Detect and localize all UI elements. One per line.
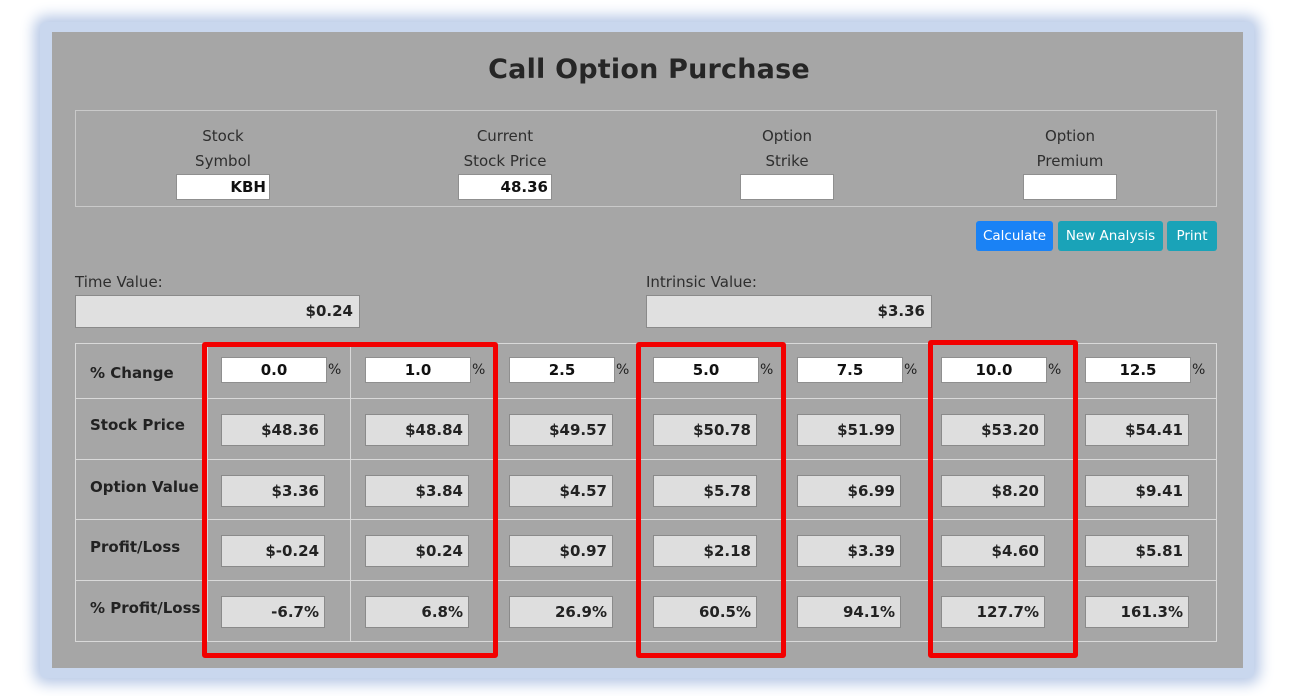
option-value-cell: $3.36 [221, 475, 325, 507]
row-label-change: % Change [90, 364, 174, 382]
pct-profit-loss-cell: 6.8% [365, 596, 469, 628]
option-strike-field: Option Strike [707, 124, 867, 200]
row-label-option-value: Option Value [90, 478, 199, 496]
profit-loss-cell: $4.60 [941, 535, 1045, 567]
current-price-label-1: Current [476, 127, 534, 145]
stock-price-cell: $53.20 [941, 414, 1045, 446]
percent-sign: % [472, 362, 486, 378]
highlight-box [202, 342, 498, 658]
pct-change-input[interactable] [509, 357, 615, 383]
pct-profit-loss-cell: 94.1% [797, 596, 901, 628]
pct-change-input[interactable] [1085, 357, 1191, 383]
option-value-cell: $5.78 [653, 475, 757, 507]
new-analysis-button[interactable]: New Analysis [1058, 221, 1163, 251]
table-column-divider [207, 343, 208, 642]
stock-price-cell: $48.36 [221, 414, 325, 446]
pct-change-input[interactable] [653, 357, 759, 383]
intrinsic-value-field: $3.36 [646, 295, 932, 328]
pct-profit-loss-cell: 60.5% [653, 596, 757, 628]
highlight-box [636, 342, 786, 658]
profit-loss-cell: $3.39 [797, 535, 901, 567]
inputs-group [75, 110, 1217, 207]
percent-sign: % [760, 362, 774, 378]
stock-symbol-field: Stock Symbol [143, 124, 303, 200]
stock-price-cell: $51.99 [797, 414, 901, 446]
option-premium-input[interactable] [1023, 174, 1117, 200]
row-label-pct-profit-loss: % Profit/Loss [90, 599, 201, 617]
table-column-divider [350, 343, 351, 642]
profit-loss-cell: $0.24 [365, 535, 469, 567]
option-strike-input[interactable] [740, 174, 834, 200]
profit-loss-cell: $-0.24 [221, 535, 325, 567]
stock-price-cell: $49.57 [509, 414, 613, 446]
stock-price-cell: $54.41 [1085, 414, 1189, 446]
option-value-cell: $4.57 [509, 475, 613, 507]
table-divider [75, 580, 1217, 581]
percent-sign: % [616, 362, 630, 378]
table-divider [75, 398, 1217, 399]
current-price-label-2: Stock Price [463, 152, 547, 170]
percent-sign: % [904, 362, 918, 378]
option-premium-field: Option Premium [990, 124, 1150, 200]
current-price-input[interactable] [458, 174, 552, 200]
time-value-label: Time Value: [75, 273, 163, 291]
print-button[interactable]: Print [1167, 221, 1217, 251]
pct-change-input[interactable] [797, 357, 903, 383]
stock-symbol-input[interactable] [176, 174, 270, 200]
pct-change-input[interactable] [941, 357, 1047, 383]
page-title: Call Option Purchase [488, 54, 810, 85]
pct-profit-loss-cell: 26.9% [509, 596, 613, 628]
percent-sign: % [1048, 362, 1062, 378]
stock-price-cell: $48.84 [365, 414, 469, 446]
pct-profit-loss-cell: -6.7% [221, 596, 325, 628]
profit-loss-cell: $0.97 [509, 535, 613, 567]
row-label-profit-loss: Profit/Loss [90, 538, 181, 556]
option-value-cell: $3.84 [365, 475, 469, 507]
option-premium-label-2: Premium [1036, 152, 1104, 170]
pct-profit-loss-cell: 127.7% [941, 596, 1045, 628]
highlight-box [928, 340, 1078, 658]
stock-symbol-label-2: Symbol [195, 152, 251, 170]
time-value-field: $0.24 [75, 295, 360, 328]
option-strike-label-1: Option [761, 127, 813, 145]
intrinsic-value-label: Intrinsic Value: [646, 273, 757, 291]
profit-loss-cell: $5.81 [1085, 535, 1189, 567]
option-value-cell: $6.99 [797, 475, 901, 507]
option-value-cell: $8.20 [941, 475, 1045, 507]
percent-sign: % [328, 362, 342, 378]
stock-price-cell: $50.78 [653, 414, 757, 446]
pct-change-input[interactable] [221, 357, 327, 383]
table-divider [75, 519, 1217, 520]
stock-symbol-label-1: Stock [202, 127, 244, 145]
option-premium-label-1: Option [1044, 127, 1096, 145]
table-divider [75, 459, 1217, 460]
option-strike-label-2: Strike [765, 152, 809, 170]
row-label-stock-price: Stock Price [90, 416, 185, 434]
profit-loss-cell: $2.18 [653, 535, 757, 567]
percent-sign: % [1192, 362, 1206, 378]
current-price-field: Current Stock Price [425, 124, 585, 200]
pct-change-input[interactable] [365, 357, 471, 383]
calculate-button[interactable]: Calculate [976, 221, 1053, 251]
pct-profit-loss-cell: 161.3% [1085, 596, 1189, 628]
option-value-cell: $9.41 [1085, 475, 1189, 507]
